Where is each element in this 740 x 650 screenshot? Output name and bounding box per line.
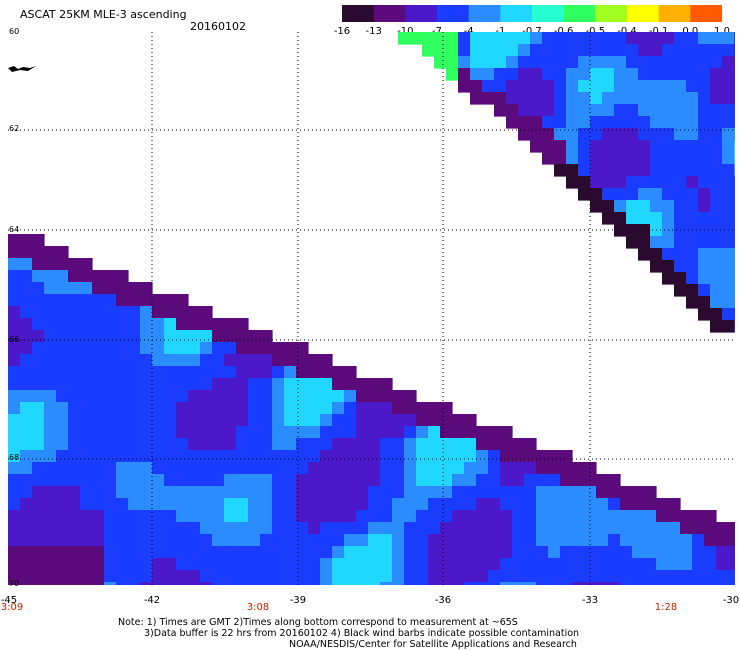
lon-label-39: -39	[289, 595, 307, 606]
map-plot	[8, 32, 735, 585]
colorbar-swatch	[532, 5, 565, 22]
colorbar-swatch	[405, 5, 438, 22]
colorbar-swatch	[468, 5, 501, 22]
lon-label-42: -42	[143, 595, 161, 606]
colorbar-swatch	[500, 5, 533, 22]
graticule	[8, 32, 735, 585]
colorbar-tick-label: -13	[365, 26, 382, 37]
colorbar-swatch	[595, 5, 628, 22]
colorbar-tick-label: -0.5	[585, 26, 606, 37]
colorbar-tick-label: 1.0	[714, 26, 730, 37]
lat-label-64: 64	[9, 225, 20, 234]
lat-label-68: 68	[9, 453, 20, 462]
lon-label-33: -33	[581, 595, 599, 606]
lat-label-66: 66	[9, 335, 20, 344]
footnote-line-3: NOAA/NESDIS/Center for Satellite Applica…	[289, 639, 577, 650]
lon-label-45: -45	[0, 595, 18, 606]
colorbar	[342, 5, 722, 22]
colorbar-swatch	[658, 5, 691, 22]
colorbar-swatch	[563, 5, 596, 22]
colorbar-tick-label: 0.0	[682, 26, 699, 37]
colorbar-tick-label: -16	[333, 26, 351, 37]
time-label-first: 3:09	[0, 602, 24, 613]
lon-label-30: -30	[722, 595, 740, 606]
coastline	[8, 66, 36, 72]
footnote-line-2: 3)Data buffer is 22 hrs from 20160102 4)…	[144, 628, 580, 639]
colorbar-tick-label: -0.1	[648, 26, 669, 37]
colorbar-swatch	[342, 5, 375, 22]
colorbar-swatch	[373, 5, 406, 22]
colorbar-swatch	[627, 5, 660, 22]
colorbar-swatch	[690, 5, 722, 22]
colorbar-labels: -16 -13 -10 -7 -4 -1 -0.7 -0.6 -0.5 -0.4 -0.1 0.0 1.…	[330, 26, 730, 38]
map-canvas	[8, 32, 735, 585]
colorbar-tick-label: -4	[463, 26, 474, 37]
colorbar-tick-label: -0.6	[553, 26, 574, 37]
product-title: ASCAT 25KM MLE-3 ascending	[20, 8, 187, 21]
colorbar-swatch	[437, 5, 470, 22]
colorbar-tick-label: -0.7	[522, 26, 542, 37]
lat-label-70: 70	[9, 579, 20, 588]
time-label-third: 1:28	[654, 602, 678, 613]
lon-label-36: -36	[434, 595, 452, 606]
colorbar-tick-label: -7	[432, 26, 442, 37]
time-label-second: 3:08	[246, 602, 270, 613]
lat-label-60: 60	[9, 27, 20, 36]
coastline-fragment	[8, 66, 36, 72]
swath-layer	[8, 32, 735, 585]
footnote-line-1: Note: 1) Times are GMT 2)Times along bot…	[118, 617, 518, 628]
lat-label-62: 62	[9, 124, 20, 133]
colorbar-tick-label: -10	[397, 26, 414, 37]
footnote: Note: 1) Times are GMT 2)Times along bot…	[118, 617, 579, 650]
colorbar-tick-label: -1	[495, 26, 506, 37]
colorbar-tick-label: -0.4	[617, 26, 637, 37]
product-date: 20160102	[190, 20, 246, 33]
